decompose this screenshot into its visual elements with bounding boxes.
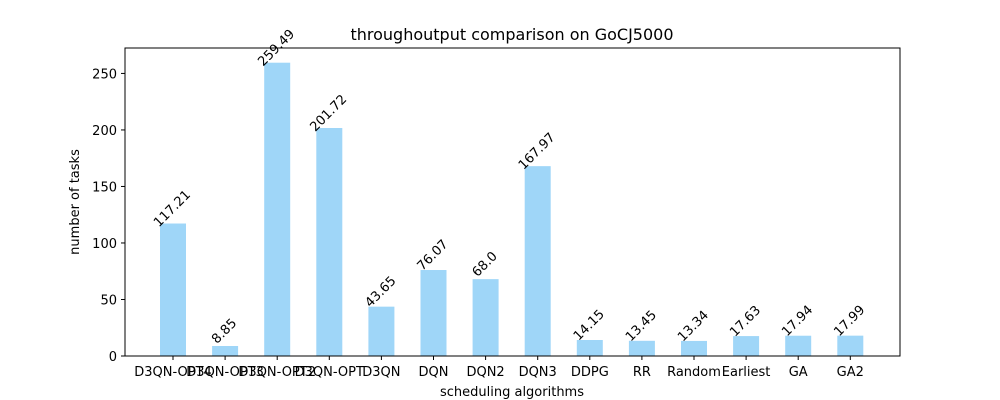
x-tick-label-0: D3QN-OPT4 bbox=[134, 365, 212, 380]
data-label-4: 43.65 bbox=[362, 274, 399, 311]
x-tick-label-3: D3QN-OPT bbox=[295, 365, 364, 380]
x-tick-label-13: GA2 bbox=[837, 365, 864, 380]
bar-9 bbox=[628, 340, 655, 356]
y-axis-label: number of tasks bbox=[68, 149, 83, 255]
bar-5 bbox=[420, 270, 447, 356]
y-tick-label-5: 250 bbox=[92, 67, 117, 82]
y-axis-ticks: 0 50 100 150 200 250 bbox=[92, 67, 125, 365]
bar-4 bbox=[368, 306, 395, 356]
bar-7 bbox=[524, 166, 551, 356]
y-tick-label-0: 0 bbox=[109, 350, 117, 365]
plot-frame bbox=[124, 47, 901, 357]
bar-11 bbox=[733, 336, 760, 356]
x-tick-label-5: DQN bbox=[419, 365, 449, 380]
bar-0 bbox=[160, 223, 186, 356]
data-label-1: 8.85 bbox=[209, 316, 240, 347]
bar-12 bbox=[785, 335, 812, 356]
y-tick-label-3: 150 bbox=[92, 180, 117, 195]
data-label-11: 17.63 bbox=[727, 303, 764, 340]
x-tick-label-6: DQN2 bbox=[466, 365, 504, 380]
x-tick-label-11: Earliest bbox=[722, 365, 771, 380]
data-label-6: 68.0 bbox=[470, 249, 501, 280]
x-axis-label: scheduling algorithms bbox=[440, 385, 584, 400]
bar-3 bbox=[316, 128, 343, 356]
x-tick-label-1: D3QN-OPT3 bbox=[186, 365, 264, 380]
bar-2 bbox=[264, 62, 291, 356]
y-tick-label-1: 50 bbox=[100, 293, 117, 308]
bar-10 bbox=[681, 340, 707, 356]
y-tick-label-4: 200 bbox=[92, 124, 117, 139]
data-label-10: 13.34 bbox=[675, 308, 712, 345]
x-tick-label-12: GA bbox=[789, 365, 808, 380]
data-label-5: 76.07 bbox=[415, 237, 452, 274]
bar-13 bbox=[837, 335, 864, 356]
x-tick-label-10: Random bbox=[667, 365, 721, 380]
bar-1 bbox=[212, 345, 239, 356]
bar-6 bbox=[472, 279, 499, 356]
y-tick-label-2: 100 bbox=[92, 237, 117, 252]
x-tick-label-7: DQN3 bbox=[519, 365, 557, 380]
bar-8 bbox=[576, 340, 603, 356]
data-label-13: 17.99 bbox=[831, 303, 868, 340]
x-tick-label-2: D3QN-OPT2 bbox=[238, 365, 316, 380]
chart-title: throughoutput comparison on GoCJ5000 bbox=[350, 25, 673, 44]
x-tick-label-8: DDPG bbox=[571, 365, 609, 380]
data-label-12: 17.94 bbox=[779, 303, 816, 340]
x-tick-label-9: RR bbox=[633, 365, 651, 380]
data-label-9: 13.45 bbox=[623, 308, 660, 345]
data-label-8: 14.15 bbox=[571, 307, 608, 344]
x-tick-label-4: D3QN bbox=[362, 365, 400, 380]
bars-group bbox=[160, 62, 864, 356]
